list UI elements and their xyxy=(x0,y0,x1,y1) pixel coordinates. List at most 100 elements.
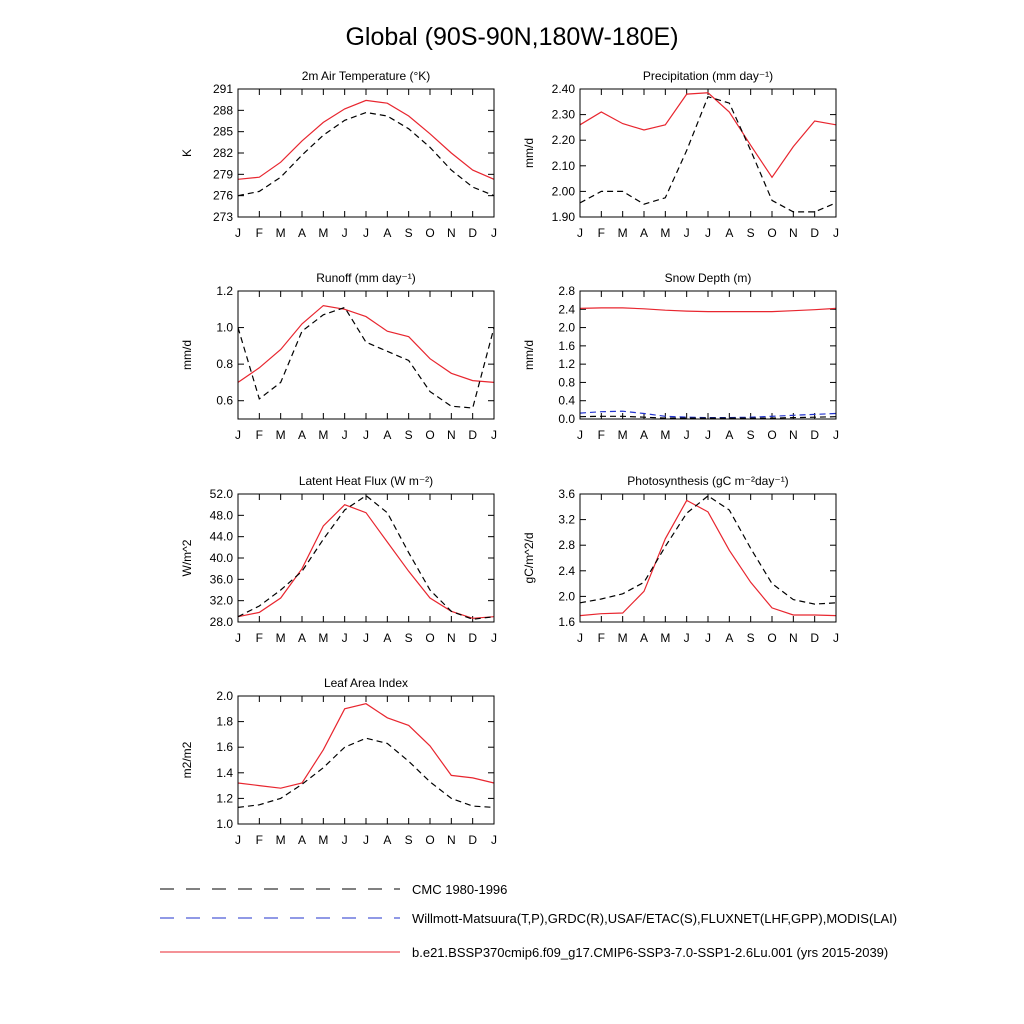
y-tick-label: 0.0 xyxy=(558,412,575,426)
series-line-model xyxy=(237,504,495,619)
legend-label: b.e21.BSSP370cmip6.f09_g17.CMIP6-SSP3-7.… xyxy=(412,945,888,960)
x-tick-label: M xyxy=(618,631,628,645)
x-tick-label: S xyxy=(405,833,413,847)
x-tick-label: A xyxy=(298,833,306,847)
x-tick-label: D xyxy=(468,226,477,240)
x-tick-label: S xyxy=(405,631,413,645)
panel-title: Leaf Area Index xyxy=(324,676,408,690)
x-tick-label: M xyxy=(618,226,628,240)
y-tick-label: 2.4 xyxy=(558,302,575,316)
x-tick-label: J xyxy=(363,833,369,847)
series-line-obs xyxy=(237,111,495,197)
x-tick-label: A xyxy=(298,428,306,442)
x-tick-label: M xyxy=(318,428,328,442)
x-tick-label: O xyxy=(425,833,434,847)
panel-title: Snow Depth (m) xyxy=(665,271,752,285)
x-tick-label: M xyxy=(276,631,286,645)
y-tick-label: 1.6 xyxy=(216,740,233,754)
y-tick-label: 1.2 xyxy=(558,357,575,371)
x-tick-label: J xyxy=(577,226,583,240)
x-tick-label: A xyxy=(383,631,391,645)
x-tick-label: D xyxy=(468,428,477,442)
y-tick-label: 2.00 xyxy=(552,184,576,198)
series-line-model xyxy=(237,99,495,180)
x-tick-label: O xyxy=(425,226,434,240)
x-tick-label: J xyxy=(833,631,839,645)
x-tick-label: D xyxy=(810,428,819,442)
series-line-model xyxy=(237,304,495,383)
x-tick-label: M xyxy=(318,226,328,240)
y-axis-label: mm/d xyxy=(180,340,194,370)
x-tick-label: F xyxy=(256,226,263,240)
y-axis-label: gC/m^2/d xyxy=(522,533,536,584)
x-tick-label: J xyxy=(363,226,369,240)
x-tick-label: N xyxy=(447,631,456,645)
y-tick-label: 1.8 xyxy=(216,715,233,729)
chart-panel-2: Precipitation (mm day⁻¹) mm/d 1.90 2.00 2.10… xyxy=(522,69,839,240)
chart-panel-7: Leaf Area Index m2/m2 1.0 1.2 1.4 1.6 1.8 2.0 J F… xyxy=(180,676,497,847)
x-tick-label: N xyxy=(789,428,798,442)
panel-title: Latent Heat Flux (W m⁻²) xyxy=(299,474,433,488)
x-tick-label: F xyxy=(598,226,605,240)
x-tick-label: F xyxy=(256,631,263,645)
plot-frame xyxy=(237,695,495,825)
x-tick-label: S xyxy=(747,428,755,442)
x-tick-label: M xyxy=(618,428,628,442)
series-line-model xyxy=(579,307,837,313)
x-tick-label: N xyxy=(447,226,456,240)
y-axis-label: mm/d xyxy=(522,138,536,168)
y-tick-label: 279 xyxy=(213,167,233,181)
y-axis-label: W/m^2 xyxy=(180,539,194,576)
plot-frame xyxy=(579,290,837,420)
x-tick-label: J xyxy=(342,226,348,240)
panel-title: 2m Air Temperature (°K) xyxy=(302,69,431,83)
series-line-obs xyxy=(579,415,837,419)
legend-item-3: b.e21.BSSP370cmip6.f09_g17.CMIP6-SSP3-7.… xyxy=(160,945,888,960)
y-tick-label: 282 xyxy=(213,146,233,160)
y-tick-label: 0.6 xyxy=(216,394,233,408)
legend-label: Willmott-Matsuura(T,P),GRDC(R),USAF/ETAC… xyxy=(412,911,897,926)
plot-frame xyxy=(237,88,495,218)
y-tick-label: 291 xyxy=(213,82,233,96)
x-tick-label: A xyxy=(383,226,391,240)
plot-frame xyxy=(237,290,495,420)
x-tick-label: D xyxy=(810,226,819,240)
x-tick-label: J xyxy=(577,631,583,645)
x-tick-label: M xyxy=(276,428,286,442)
x-tick-label: J xyxy=(235,226,241,240)
y-tick-label: 1.2 xyxy=(216,284,233,298)
x-tick-label: J xyxy=(235,428,241,442)
x-tick-label: O xyxy=(767,428,776,442)
x-tick-label: S xyxy=(405,428,413,442)
plot-frame xyxy=(579,88,837,218)
y-tick-label: 1.6 xyxy=(558,339,575,353)
y-tick-label: 2.0 xyxy=(558,321,575,335)
chart-panels: 2m Air Temperature (°K) K 273 276 279 282 285 2… xyxy=(180,69,839,847)
x-tick-label: O xyxy=(425,428,434,442)
y-tick-label: 0.8 xyxy=(558,375,575,389)
series-line-obs xyxy=(579,495,837,605)
x-tick-label: A xyxy=(298,226,306,240)
y-tick-label: 2.8 xyxy=(558,284,575,298)
x-tick-label: A xyxy=(725,226,733,240)
x-tick-label: F xyxy=(256,833,263,847)
y-tick-label: 1.0 xyxy=(216,817,233,831)
series-line-model xyxy=(579,499,837,617)
y-tick-label: 2.20 xyxy=(552,133,576,147)
y-tick-label: 1.4 xyxy=(216,766,233,780)
y-tick-label: 3.6 xyxy=(558,487,575,501)
x-tick-label: A xyxy=(725,631,733,645)
series-line-obs xyxy=(579,95,837,213)
y-tick-label: 0.8 xyxy=(216,357,233,371)
series-line-obs_alt xyxy=(579,410,837,419)
x-tick-label: J xyxy=(577,428,583,442)
series-line-obs xyxy=(237,306,495,409)
chart-panel-1: 2m Air Temperature (°K) K 273 276 279 282 285 2… xyxy=(180,69,497,240)
plot-frame xyxy=(237,493,495,623)
x-tick-label: D xyxy=(468,833,477,847)
y-tick-label: 285 xyxy=(213,125,233,139)
y-tick-label: 28.0 xyxy=(210,615,234,629)
x-tick-label: J xyxy=(491,631,497,645)
y-tick-label: 52.0 xyxy=(210,487,234,501)
